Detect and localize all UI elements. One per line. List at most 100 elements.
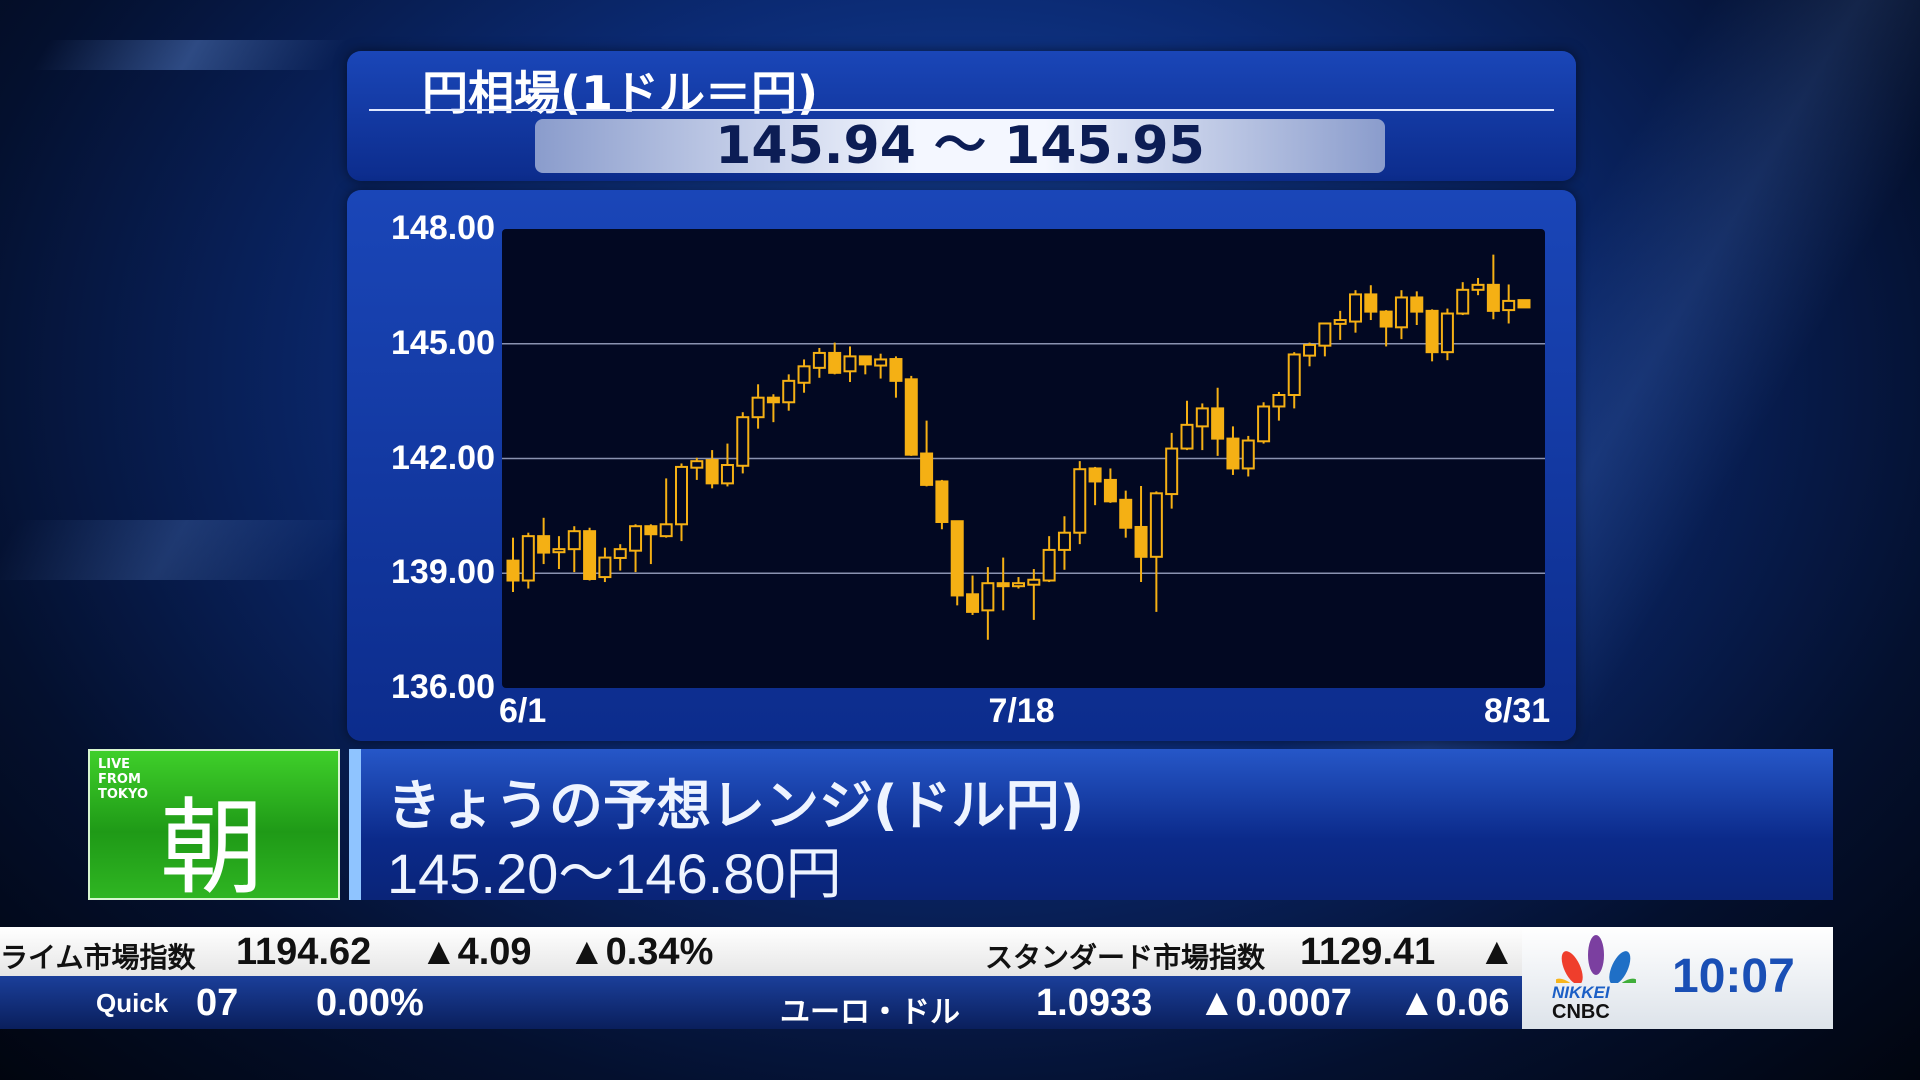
ticker-row-1: ライム市場指数 1194.62 ▲4.09 ▲0.34% スタンダード市場指数 … [0,927,1522,976]
ticker-name: ライム市場指数 [0,942,196,973]
candle-up [1303,343,1317,357]
candle-down [920,452,934,486]
y-tick-label: 139.00 [391,553,495,592]
live-from-tokyo-badge: LIVE FROM TOKYO 朝 [88,749,340,909]
candle-down [889,358,903,382]
candle-up [1394,296,1408,329]
nikkei-cnbc-logo-box: NIKKEI CNBC 10:07 [1522,927,1833,1029]
candle-down [537,535,551,554]
chart-panel: 148.00 145.00 142.00 139.00 136.00 6/1 7/18 8/… [347,190,1576,741]
candle-up [1456,288,1470,315]
ticker-value: 1.0933 [1036,982,1153,1024]
candle-down [1425,309,1439,354]
ticker-value: 1194.62 [236,931,372,973]
candle-up [690,460,704,469]
candle-up [659,523,673,538]
forecast-banner: きょうの予想レンジ(ドル円) 145.20～146.80円 [349,749,1833,905]
candle-up [675,465,688,526]
y-tick-label: 136.00 [391,668,495,706]
ticker-change: ▲4.09 [420,931,532,973]
x-tick-label: 7/18 [988,692,1055,730]
candle-up [567,530,581,551]
candle-down [506,559,520,582]
candle-up [1241,439,1255,470]
candle-down [858,355,872,366]
candle-down [1134,525,1148,558]
candle-up [797,365,811,384]
peacock-logo-icon [1556,935,1636,983]
ticker-name: ユーロ・ドル [780,996,960,1029]
candle-up [1272,394,1286,408]
candle-up [1471,283,1485,291]
y-tick-label: 145.00 [391,323,495,362]
cnbc-text: CNBC [1552,1001,1610,1023]
candle-up [874,358,888,367]
candle-down [1364,293,1378,313]
ticker-percent: 0.00% [316,982,424,1024]
candle-up [1287,353,1301,397]
nikkei-text: NIKKEI [1552,983,1610,1002]
ticker-percent: ▲0.34% [568,931,714,973]
candle-up [843,355,857,373]
x-tick-label: 6/1 [499,692,547,730]
candle-up [1165,447,1179,496]
ticker-name: スタンダード市場指数 [985,942,1266,973]
candle-up [751,396,765,419]
ticker-value: 1129.41 [1300,931,1436,973]
candle-down [644,525,658,536]
candle-up [736,416,750,467]
candle-down [1103,478,1117,503]
candle-up [598,556,612,579]
candle-down [904,378,918,456]
candle-down [950,520,964,597]
candle-up [1012,582,1025,588]
ticker-percent: ▲0.06 [1398,982,1510,1024]
live-label: LIVE FROM TOKYO [98,757,148,802]
candle-down [996,582,1010,588]
candle-up [1257,405,1271,443]
candle-down [583,530,597,580]
x-tick-label: 8/31 [1484,692,1551,730]
ticker-row-2: Quick 07 0.00% ユーロ・ドル 1.0933 ▲0.0007 ▲0.… [0,976,1522,1029]
candle-up [1318,322,1332,347]
y-tick-label: 148.00 [391,209,495,247]
candle-up [1027,578,1041,586]
candle-up [613,548,627,559]
ticker-value: 07 [196,982,239,1024]
candle-up [812,351,826,369]
current-price-range: 145.94 ～ 145.95 [535,119,1385,173]
candle-up [521,535,535,582]
candle-up [1073,468,1087,534]
candle-down [1226,437,1240,470]
candle-down [1211,407,1225,440]
candle-up [1180,423,1194,450]
program-kanji: 朝 [160,787,265,909]
candle-down [1410,296,1424,313]
candle-down [828,351,842,374]
candle-down [1088,467,1102,483]
candle-up [1440,312,1454,354]
background-streak [0,520,358,580]
candle-up [720,464,734,485]
forecast-range: 145.20～146.80円 [387,842,842,905]
ticker-change: ▲0.0007 [1198,982,1352,1024]
divider [369,109,1554,111]
candle-down [705,459,719,485]
page-title: 円相場(1ドル＝円) [422,66,819,120]
candle-up [1333,319,1347,325]
candle-down [966,593,980,613]
candle-up [981,582,995,612]
quick-logo: Quick [96,988,169,1018]
candle-up [629,525,643,552]
candle-up [782,379,796,404]
candle-down [935,480,949,523]
background-streak [31,40,349,70]
forecast-title: きょうの予想レンジ(ドル円) [387,774,1085,837]
candle-down [1379,310,1393,328]
clock: 10:07 [1672,950,1795,1003]
ticker-change: ▲ [1478,931,1516,973]
candle-up [1502,299,1516,312]
header-panel: 円相場(1ドル＝円) 145.94 ～ 145.95 [347,51,1576,181]
candle-up [1057,531,1071,551]
candle-down [1517,299,1531,309]
